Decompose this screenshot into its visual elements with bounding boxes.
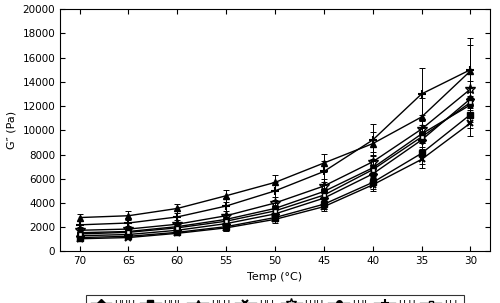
Y-axis label: G″ (Pa): G″ (Pa): [7, 111, 17, 149]
X-axis label: Temp (°C): Temp (°C): [248, 272, 302, 282]
Legend: HHH, HHL, HLH, HLL, LHH, LHL, LLH, LLL: HHH, HHL, HLH, HLL, LHH, LHL, LLH, LLL: [86, 295, 464, 303]
